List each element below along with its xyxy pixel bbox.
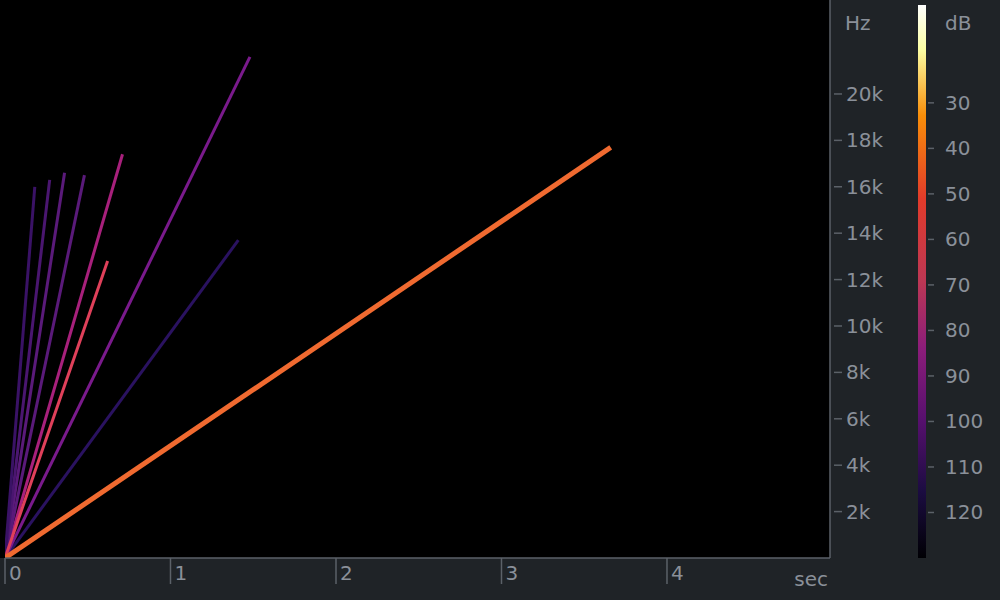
svg-text:4k: 4k xyxy=(846,453,871,477)
svg-text:6k: 6k xyxy=(846,407,871,431)
svg-text:4: 4 xyxy=(671,561,684,585)
svg-text:30: 30 xyxy=(945,91,970,115)
svg-text:16k: 16k xyxy=(846,175,883,199)
svg-text:Hz: Hz xyxy=(845,11,871,35)
svg-text:40: 40 xyxy=(945,136,970,160)
svg-text:90: 90 xyxy=(945,364,970,388)
svg-text:110: 110 xyxy=(945,455,983,479)
svg-text:60: 60 xyxy=(945,227,970,251)
svg-text:sec: sec xyxy=(794,567,828,591)
svg-text:50: 50 xyxy=(945,182,970,206)
svg-text:18k: 18k xyxy=(846,128,883,152)
svg-text:14k: 14k xyxy=(846,221,883,245)
svg-text:0: 0 xyxy=(9,561,22,585)
svg-text:70: 70 xyxy=(945,273,970,297)
svg-text:8k: 8k xyxy=(846,360,871,384)
svg-text:2k: 2k xyxy=(846,500,871,524)
svg-text:dB: dB xyxy=(945,11,971,35)
svg-text:3: 3 xyxy=(505,561,518,585)
svg-text:10k: 10k xyxy=(846,314,883,338)
svg-text:12k: 12k xyxy=(846,268,883,292)
svg-text:1: 1 xyxy=(174,561,187,585)
svg-text:2: 2 xyxy=(340,561,353,585)
svg-text:20k: 20k xyxy=(846,82,883,106)
svg-text:120: 120 xyxy=(945,500,983,524)
svg-text:80: 80 xyxy=(945,318,970,342)
svg-text:100: 100 xyxy=(945,409,983,433)
